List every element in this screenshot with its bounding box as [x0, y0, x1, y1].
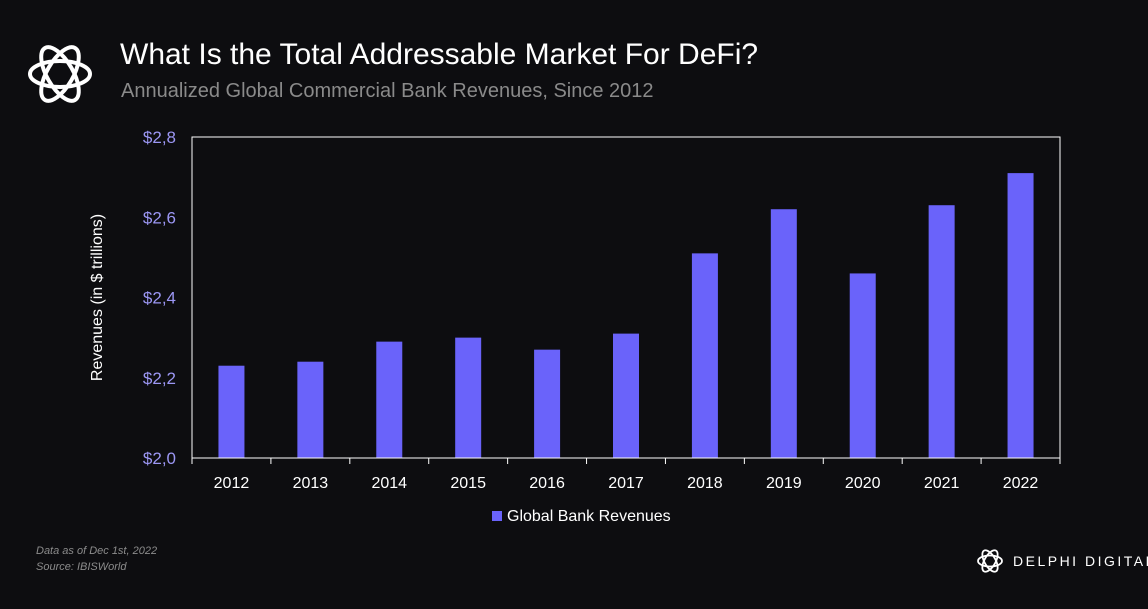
data-date-note: Data as of Dec 1st, 2022	[36, 545, 158, 557]
bar-2022	[1007, 173, 1034, 459]
x-tick-label: 2014	[371, 475, 407, 492]
y-tick-label: $2,2	[143, 369, 176, 388]
data-source-note: Source: IBISWorld	[36, 561, 127, 573]
x-tick-label: 2019	[766, 475, 802, 492]
y-tick-label: $2,4	[143, 289, 176, 308]
x-tick-label: 2015	[450, 475, 486, 492]
y-tick-label: $2,6	[143, 208, 176, 227]
brand-name: DELPHI DIGITAL	[1013, 553, 1148, 569]
bar-2019	[770, 209, 797, 458]
chart-legend: Global Bank Revenues	[492, 508, 671, 525]
x-tick-label: 2012	[214, 475, 250, 492]
bar-2013	[297, 361, 324, 458]
bar-2015	[455, 337, 482, 458]
delphi-knot-icon	[977, 549, 1003, 573]
x-tick-label: 2021	[924, 475, 960, 492]
x-tick-label: 2016	[529, 475, 565, 492]
x-tick-label: 2017	[608, 475, 644, 492]
legend-label: Global Bank Revenues	[507, 508, 671, 525]
delphi-logo-icon	[28, 45, 92, 103]
bar-2017	[613, 333, 639, 458]
bar-2020	[849, 273, 876, 458]
plot-frame	[191, 136, 1061, 459]
page-subtitle: Annualized Global Commercial Bank Revenu…	[121, 80, 654, 102]
bar-2014	[376, 341, 403, 458]
y-axis-label: Revenues (in $ trillions)	[89, 214, 106, 381]
y-tick-label: $2,8	[143, 128, 176, 147]
bar-2016	[534, 349, 561, 458]
y-tick-label: $2,0	[143, 449, 176, 468]
x-tick-label: 2013	[293, 475, 329, 492]
bar-2018	[691, 253, 718, 458]
legend-swatch	[492, 511, 502, 521]
page-title: What Is the Total Addressable Market For…	[120, 38, 759, 71]
x-tick-label: 2018	[687, 475, 723, 492]
x-tick-label: 2022	[1003, 475, 1039, 492]
x-tick-label: 2020	[845, 475, 881, 492]
bar-2012	[218, 365, 245, 458]
bar-2021	[928, 205, 955, 458]
